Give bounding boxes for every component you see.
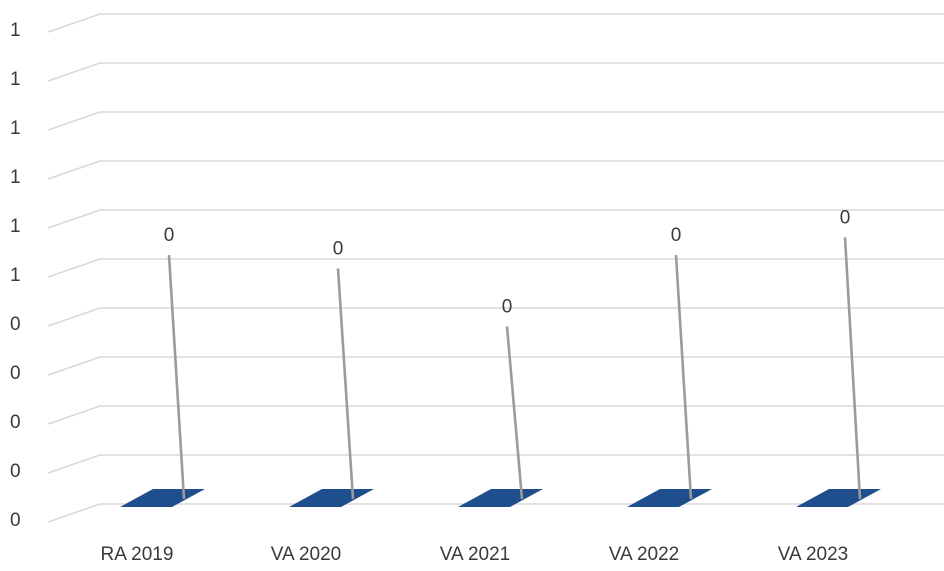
bar	[674, 255, 693, 500]
data-label: 0	[333, 238, 344, 259]
x-category-label: VA 2021	[440, 544, 510, 565]
y-tick-label: 1	[10, 216, 21, 237]
gridline	[47, 405, 944, 425]
y-tick-label: 1	[10, 69, 21, 90]
y-axis-tick-labels: 0 0 0 0 0 1 1 1 1 1 1	[10, 20, 21, 531]
data-label: 0	[502, 296, 513, 317]
gridlines	[47, 13, 944, 523]
x-category-label: RA 2019	[101, 544, 174, 565]
bar	[167, 255, 186, 500]
gridline	[47, 454, 944, 474]
y-tick-label: 1	[10, 265, 21, 286]
bar	[843, 237, 862, 500]
data-label: 0	[840, 207, 851, 228]
gridline	[47, 111, 944, 131]
y-tick-label: 1	[10, 167, 21, 188]
bars: 0 0 0 0 0	[120, 207, 881, 507]
y-tick-label: 0	[10, 412, 21, 433]
y-tick-label: 0	[10, 314, 21, 335]
y-tick-label: 0	[10, 363, 21, 384]
y-tick-label: 0	[10, 510, 21, 531]
gridline	[47, 13, 944, 33]
bar	[505, 326, 524, 500]
gridline	[47, 160, 944, 180]
gridline	[47, 62, 944, 82]
gridline	[47, 258, 944, 278]
x-category-label: VA 2022	[609, 544, 679, 565]
x-category-label: VA 2023	[778, 544, 848, 565]
y-tick-label: 0	[10, 461, 21, 482]
gridline	[47, 307, 944, 327]
data-label: 0	[164, 225, 175, 246]
bar	[336, 268, 355, 500]
gridline	[47, 209, 944, 229]
y-tick-label: 1	[10, 20, 21, 41]
x-category-label: VA 2020	[271, 544, 341, 565]
x-axis-category-labels: RA 2019 VA 2020 VA 2021 VA 2022 VA 2023	[101, 544, 849, 565]
gridline	[47, 356, 944, 376]
y-tick-label: 1	[10, 118, 21, 139]
data-label: 0	[671, 225, 682, 246]
